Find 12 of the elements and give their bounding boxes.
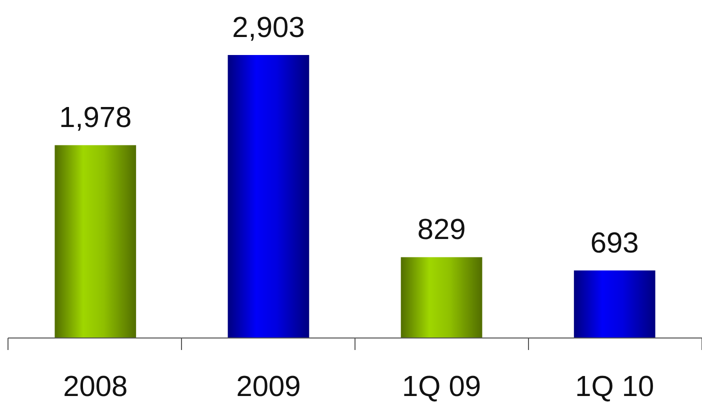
data-label: 2,903 [232,12,305,44]
bar [400,257,482,338]
data-label: 693 [590,227,639,260]
x-tick-label: 2009 [236,371,301,403]
x-tick-label: 2008 [63,371,128,403]
bar [54,145,136,338]
bar [574,270,656,338]
bar [228,55,310,338]
x-tick-label: 1Q 09 [402,371,482,403]
data-label: 1,978 [59,102,132,134]
x-tick-label: 1Q 10 [575,371,654,403]
data-label: 829 [417,214,466,246]
